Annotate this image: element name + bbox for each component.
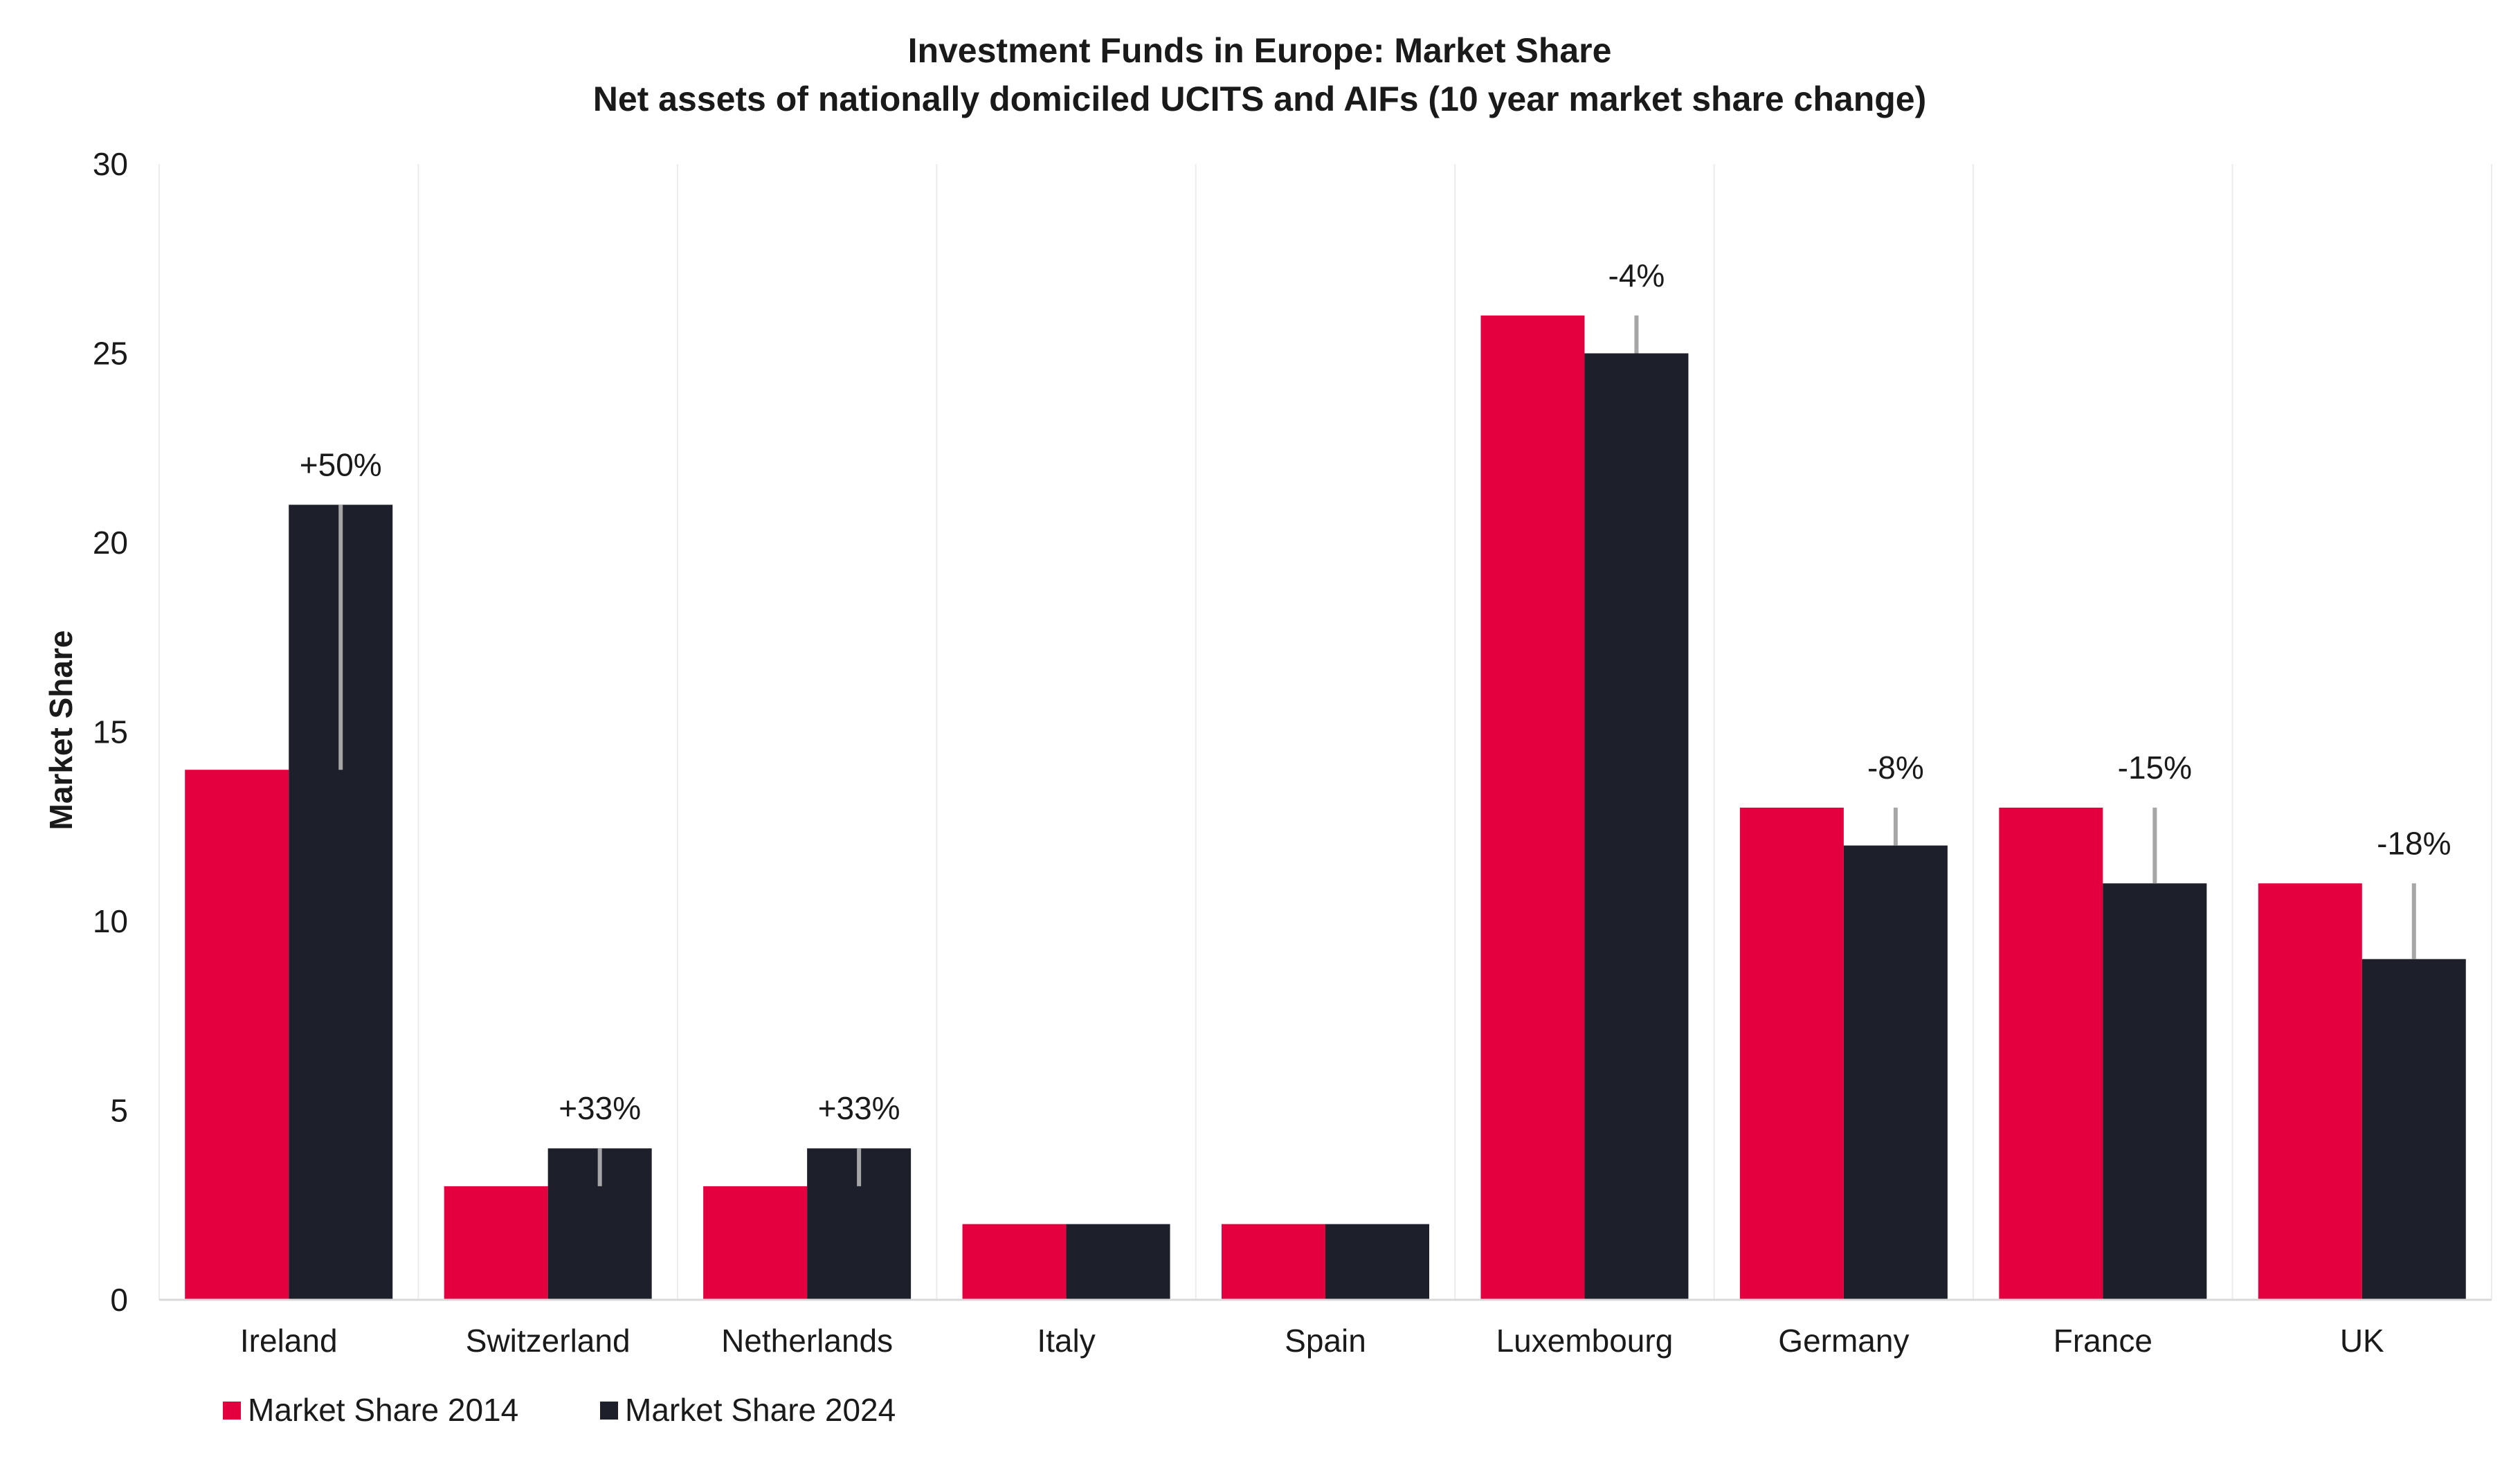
y-tick-label: 25 [93, 336, 128, 372]
y-tick-label: 15 [93, 714, 128, 750]
x-tick-label: Netherlands [721, 1323, 893, 1359]
bar-2024 [2362, 959, 2466, 1300]
chart-title: Investment Funds in Europe: Market Share [908, 31, 1612, 70]
bar-2024 [1066, 1224, 1170, 1300]
x-tick-label: UK [2340, 1323, 2384, 1359]
change-indicators [338, 315, 2416, 1186]
change-annotation: -8% [1867, 750, 1924, 786]
x-tick-label: Germany [1778, 1323, 1909, 1359]
x-tick-label: Italy [1037, 1323, 1095, 1359]
change-annotation: -18% [2377, 825, 2451, 861]
x-tick-label: Ireland [240, 1323, 338, 1359]
x-axis-ticks: Ireland Switzerland Netherlands Italy Spain L… [240, 1323, 2384, 1359]
bar-2024 [1325, 1224, 1429, 1300]
x-tick-label: Switzerland [466, 1323, 631, 1359]
gridlines [158, 164, 2492, 1300]
y-axis-label: Market Share [43, 631, 79, 831]
bar-2014 [2258, 883, 2362, 1300]
change-annotations: +50% +33% +33% -4% -8% -15% -18% [300, 257, 2451, 1126]
y-tick-label: 0 [110, 1282, 128, 1318]
bar-2014 [1480, 315, 1585, 1300]
change-annotation: +50% [300, 446, 382, 482]
bar-2014 [703, 1186, 808, 1300]
bar-2014 [1999, 807, 2103, 1300]
y-tick-label: 10 [93, 903, 128, 939]
legend-label: Market Share 2014 [248, 1392, 518, 1428]
change-annotation: +33% [559, 1090, 641, 1126]
bar-2024 [1843, 845, 1948, 1300]
bar-2014 [1739, 807, 1844, 1300]
x-tick-label: Spain [1285, 1323, 1366, 1359]
bar-2014 [1222, 1224, 1325, 1300]
change-annotation: -15% [2118, 750, 2192, 786]
y-tick-label: 30 [93, 146, 128, 182]
y-tick-label: 20 [93, 525, 128, 561]
change-annotation: +33% [818, 1090, 900, 1126]
y-axis-ticks: 0 5 10 15 20 25 30 [93, 146, 128, 1318]
y-tick-label: 5 [110, 1093, 128, 1129]
bar-2014 [444, 1186, 548, 1300]
x-tick-label: France [2054, 1323, 2152, 1359]
bar-2014 [962, 1224, 1067, 1300]
chart-subtitle: Net assets of nationally domiciled UCITS… [593, 80, 1927, 118]
change-annotation: -4% [1608, 257, 1665, 293]
bar-2024 [2103, 883, 2207, 1300]
legend-label: Market Share 2024 [625, 1392, 896, 1428]
legend: Market Share 2014 Market Share 2024 [223, 1392, 896, 1428]
x-tick-label: Luxembourg [1496, 1323, 1674, 1359]
legend-swatch [600, 1402, 618, 1420]
bars [185, 315, 2466, 1300]
legend-swatch [223, 1402, 241, 1420]
bar-2024 [1584, 353, 1689, 1300]
bar-2014 [185, 770, 289, 1300]
